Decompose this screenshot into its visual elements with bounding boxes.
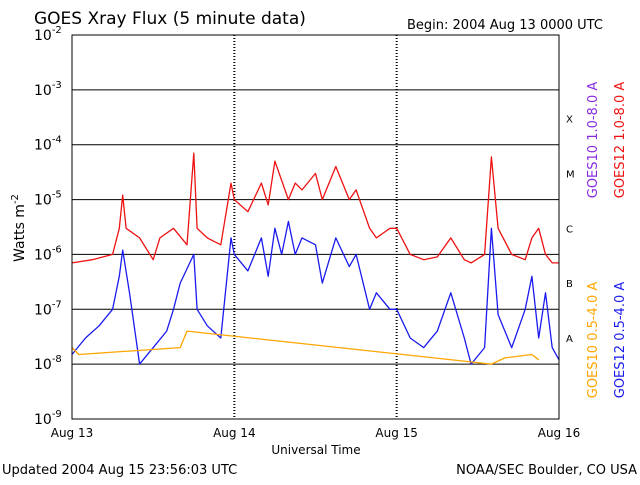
y-tick-label-5: 10-4 bbox=[34, 135, 62, 154]
flare-class-X: X bbox=[566, 115, 573, 126]
legend-entry-3: GOES12 0.5-4.0 A bbox=[613, 282, 628, 399]
flare-class-A: A bbox=[566, 334, 573, 345]
x-axis-label: Universal Time bbox=[271, 443, 360, 457]
credit-label: NOAA/SEC Boulder, CO USA bbox=[456, 463, 637, 478]
series-line-0 bbox=[71, 152, 559, 264]
y-tick-base-3: 10 bbox=[34, 247, 52, 263]
day-dividers bbox=[233, 35, 398, 419]
y-tick-label-6: 10-3 bbox=[34, 80, 62, 99]
x-tick-label-2: Aug 15 bbox=[375, 426, 418, 440]
legend: GOES10 1.0-8.0 A GOES12 1.0-8.0 A GOES10 0… bbox=[586, 82, 628, 399]
x-tick-label-0: Aug 13 bbox=[51, 426, 94, 440]
y-tick-label-7: 10-2 bbox=[34, 25, 62, 44]
flare-class-labels: A B C M X bbox=[566, 115, 575, 345]
flare-class-B: B bbox=[566, 279, 573, 290]
x-tick-label-3: Aug 16 bbox=[538, 426, 581, 440]
y-tick-label-3: 10-6 bbox=[34, 244, 62, 263]
y-tick-base-0: 10 bbox=[34, 412, 52, 428]
updated-label: Updated 2004 Aug 15 23:56:03 UTC bbox=[2, 463, 237, 478]
y-tick-exp-5: -4 bbox=[52, 135, 62, 146]
y-tick-label-0: 10-9 bbox=[34, 409, 62, 428]
begin-label: Begin: 2004 Aug 13 0000 UTC bbox=[407, 18, 603, 33]
flare-class-M: M bbox=[566, 169, 575, 180]
y-tick-base-4: 10 bbox=[34, 193, 52, 209]
x-tick-label-1: Aug 14 bbox=[213, 426, 256, 440]
y-tick-base-7: 10 bbox=[34, 28, 52, 44]
legend-entry-0: GOES10 1.0-8.0 A bbox=[586, 82, 601, 199]
y-tick-exp-6: -3 bbox=[52, 80, 62, 91]
y-tick-exp-3: -6 bbox=[52, 244, 62, 255]
series-line-2 bbox=[71, 220, 560, 365]
y-tick-exp-0: -9 bbox=[52, 409, 62, 420]
y-tick-base-2: 10 bbox=[34, 302, 52, 318]
y-axis-label: Watts m-2 bbox=[10, 194, 28, 262]
legend-entry-2: GOES10 0.5-4.0 A bbox=[586, 282, 601, 399]
series-lines bbox=[71, 152, 560, 365]
y-tick-label-1: 10-8 bbox=[34, 354, 62, 373]
y-tick-base-6: 10 bbox=[34, 83, 52, 99]
y-axis-label-base: Watts m bbox=[12, 204, 28, 262]
series-line-3 bbox=[71, 330, 540, 365]
x-tick-labels: Aug 13 Aug 14 Aug 15 Aug 16 bbox=[51, 426, 581, 440]
decade-gridlines bbox=[72, 89, 559, 365]
y-tick-exp-4: -5 bbox=[52, 190, 62, 201]
y-tick-label-4: 10-5 bbox=[34, 190, 62, 209]
plot-frame bbox=[71, 34, 560, 420]
y-axis-label-exp: -2 bbox=[10, 194, 21, 204]
y-tick-exp-2: -7 bbox=[52, 299, 62, 310]
y-tick-base-1: 10 bbox=[34, 357, 52, 373]
legend-entry-1: GOES12 1.0-8.0 A bbox=[613, 82, 628, 199]
chart-title: GOES Xray Flux (5 minute data) bbox=[34, 9, 306, 29]
y-tick-exp-1: -8 bbox=[52, 354, 62, 365]
flare-class-C: C bbox=[566, 224, 573, 235]
y-tick-exp-7: -2 bbox=[52, 25, 62, 36]
y-tick-base-5: 10 bbox=[34, 138, 52, 154]
y-tick-labels: 10-910-810-710-610-510-410-310-2 bbox=[34, 25, 62, 428]
y-tick-label-2: 10-7 bbox=[34, 299, 62, 318]
